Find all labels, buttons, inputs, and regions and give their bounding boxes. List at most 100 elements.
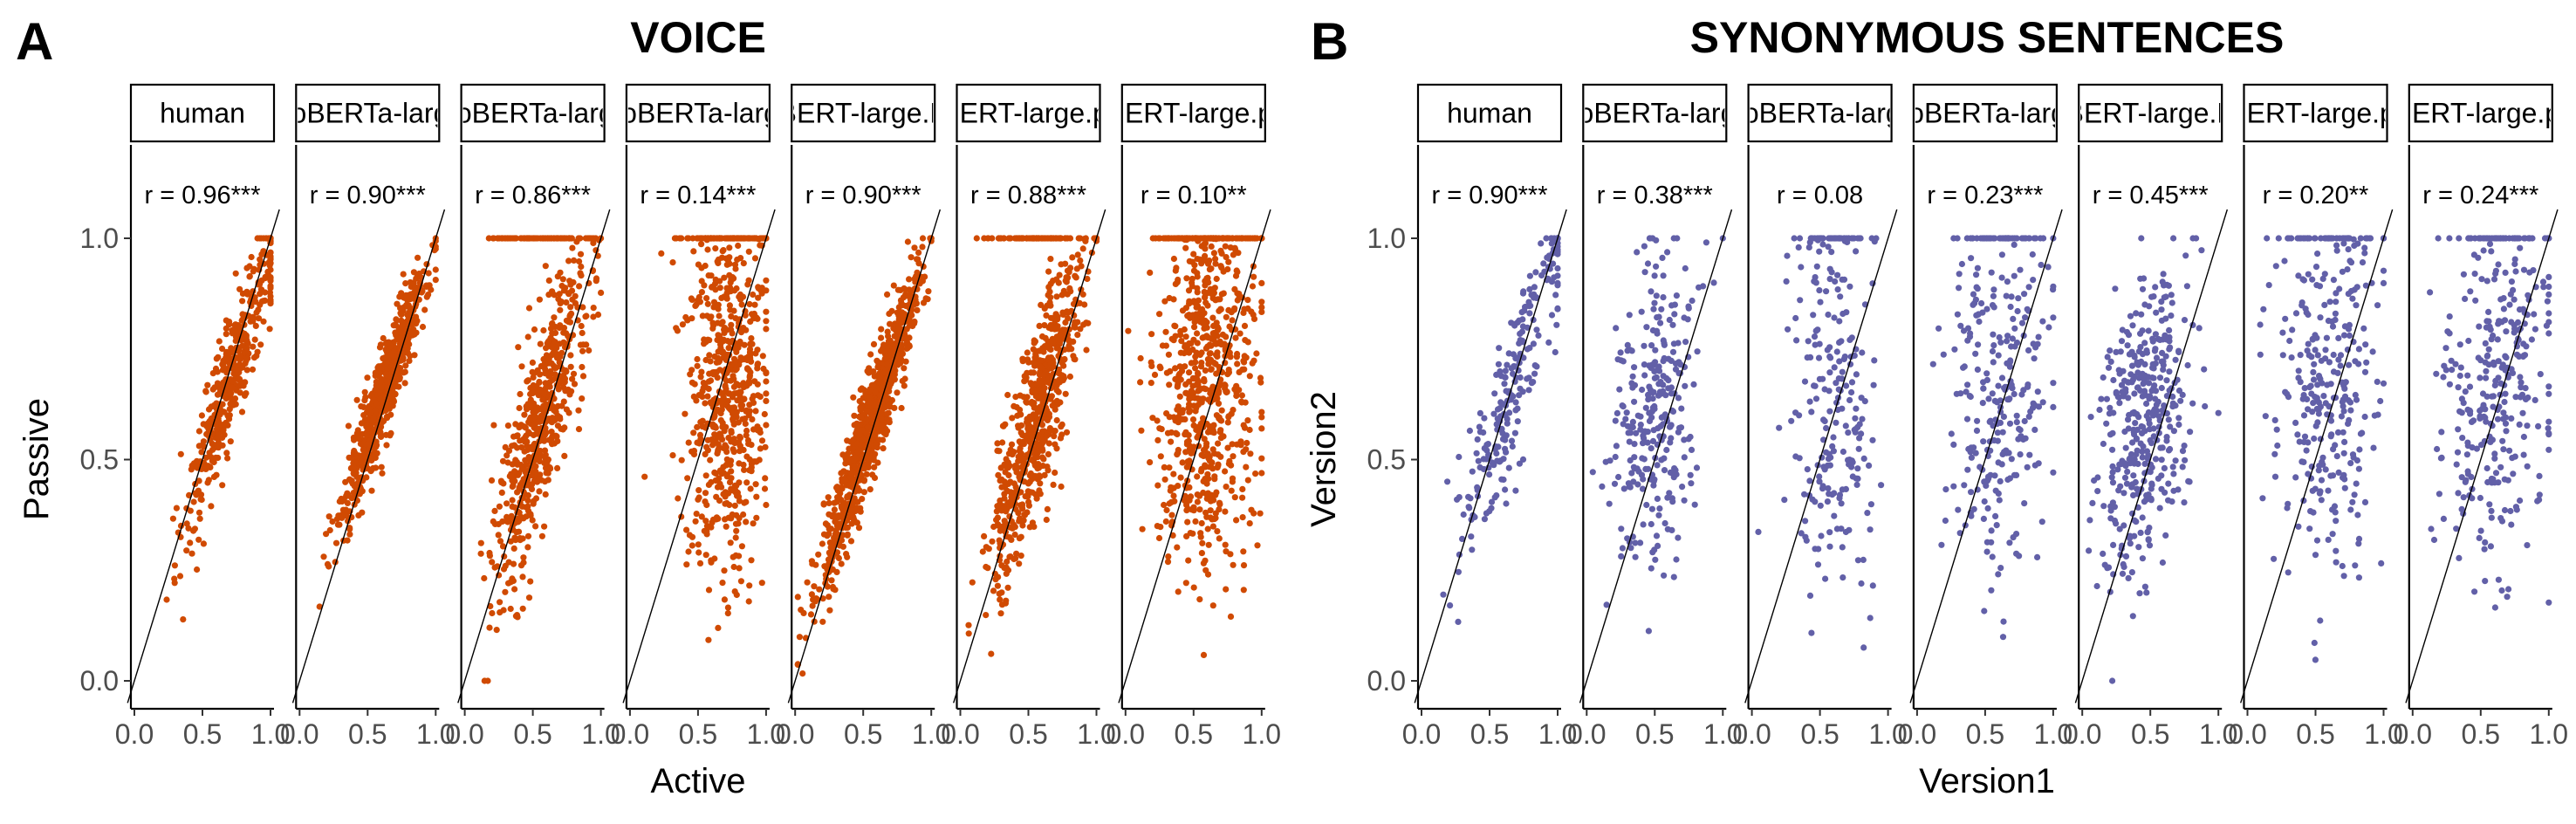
- data-point: [382, 431, 390, 438]
- panel-letter-a: A: [16, 12, 53, 71]
- data-point: [1004, 584, 1011, 591]
- data-point: [712, 245, 719, 252]
- data-point: [743, 326, 750, 333]
- data-point: [878, 415, 885, 422]
- data-point: [348, 454, 355, 462]
- data-point: [1048, 324, 1055, 331]
- data-point: [731, 261, 739, 268]
- data-point: [696, 560, 704, 567]
- data-point: [973, 235, 980, 242]
- data-point: [1001, 565, 1008, 572]
- facet-strip-label: RoBERTa-large: [436, 98, 630, 129]
- data-point: [363, 423, 370, 430]
- data-point: [211, 402, 218, 409]
- data-point: [1032, 235, 1039, 242]
- data-point: [996, 522, 1003, 530]
- data-point: [736, 381, 743, 389]
- data-point: [236, 356, 243, 363]
- data-point: [535, 448, 542, 455]
- data-point: [1225, 367, 1232, 374]
- data-point: [1187, 530, 1194, 537]
- data-point: [697, 436, 704, 443]
- data-point: [529, 389, 537, 396]
- data-point: [673, 325, 680, 332]
- data-point: [981, 532, 988, 540]
- data-point: [736, 565, 743, 572]
- data-point: [373, 378, 380, 386]
- data-point: [736, 448, 743, 455]
- data-point: [1015, 453, 1022, 460]
- data-point: [901, 285, 908, 292]
- data-point: [231, 395, 239, 402]
- data-point: [1168, 512, 1175, 518]
- data-point: [686, 532, 694, 539]
- data-point: [833, 484, 840, 491]
- data-point: [1000, 503, 1007, 510]
- data-point: [1055, 279, 1062, 286]
- data-point: [254, 348, 261, 355]
- data-point: [702, 450, 709, 458]
- data-point: [221, 367, 228, 374]
- data-point: [745, 354, 752, 360]
- data-point: [396, 293, 403, 300]
- data-point: [1000, 235, 1008, 242]
- data-point: [495, 520, 502, 528]
- data-point: [421, 306, 428, 313]
- data-point: [1050, 278, 1057, 285]
- data-point: [1204, 343, 1211, 350]
- data-point: [519, 605, 526, 612]
- data-point: [385, 340, 392, 347]
- data-point: [684, 235, 691, 242]
- data-point: [362, 394, 369, 401]
- data-point: [1214, 528, 1221, 535]
- data-point: [350, 434, 357, 441]
- data-point: [244, 354, 251, 361]
- data-point: [858, 414, 865, 422]
- correlation-label: r = 0.10**: [1141, 182, 1247, 209]
- data-point: [728, 360, 735, 367]
- data-point: [1155, 235, 1162, 242]
- data-point: [1011, 521, 1017, 528]
- data-point: [530, 431, 538, 439]
- data-point: [1217, 306, 1224, 313]
- data-point: [983, 544, 990, 551]
- data-point: [736, 553, 743, 560]
- data-point: [1045, 410, 1052, 417]
- data-point: [829, 583, 837, 591]
- data-point: [1224, 444, 1231, 451]
- data-point: [728, 485, 735, 492]
- data-point: [827, 544, 834, 551]
- data-point: [826, 607, 833, 614]
- data-point: [835, 513, 843, 521]
- data-point: [1079, 291, 1086, 298]
- data-point: [229, 384, 236, 392]
- data-point: [1176, 370, 1183, 377]
- data-point: [366, 438, 373, 445]
- data-point: [998, 484, 1005, 491]
- data-point: [684, 475, 691, 482]
- data-point: [673, 235, 680, 242]
- data-point: [257, 341, 264, 348]
- data-point: [838, 505, 846, 512]
- data-point: [1039, 439, 1046, 446]
- data-point: [493, 627, 500, 634]
- data-point: [1039, 345, 1046, 352]
- data-point: [579, 395, 586, 402]
- data-point: [386, 402, 393, 409]
- data-point: [326, 526, 333, 534]
- data-point: [753, 493, 760, 500]
- data-point: [1196, 506, 1203, 513]
- data-point: [723, 326, 730, 333]
- data-point: [996, 537, 1003, 544]
- data-point: [524, 333, 531, 340]
- data-point: [898, 345, 905, 352]
- data-point: [1212, 256, 1219, 263]
- data-point: [1007, 489, 1014, 496]
- data-point: [867, 486, 874, 493]
- data-point: [173, 505, 180, 512]
- data-point: [400, 320, 407, 327]
- data-point: [1072, 272, 1079, 279]
- data-point: [1234, 360, 1241, 367]
- identity-line: [127, 209, 280, 704]
- data-point: [1053, 381, 1060, 388]
